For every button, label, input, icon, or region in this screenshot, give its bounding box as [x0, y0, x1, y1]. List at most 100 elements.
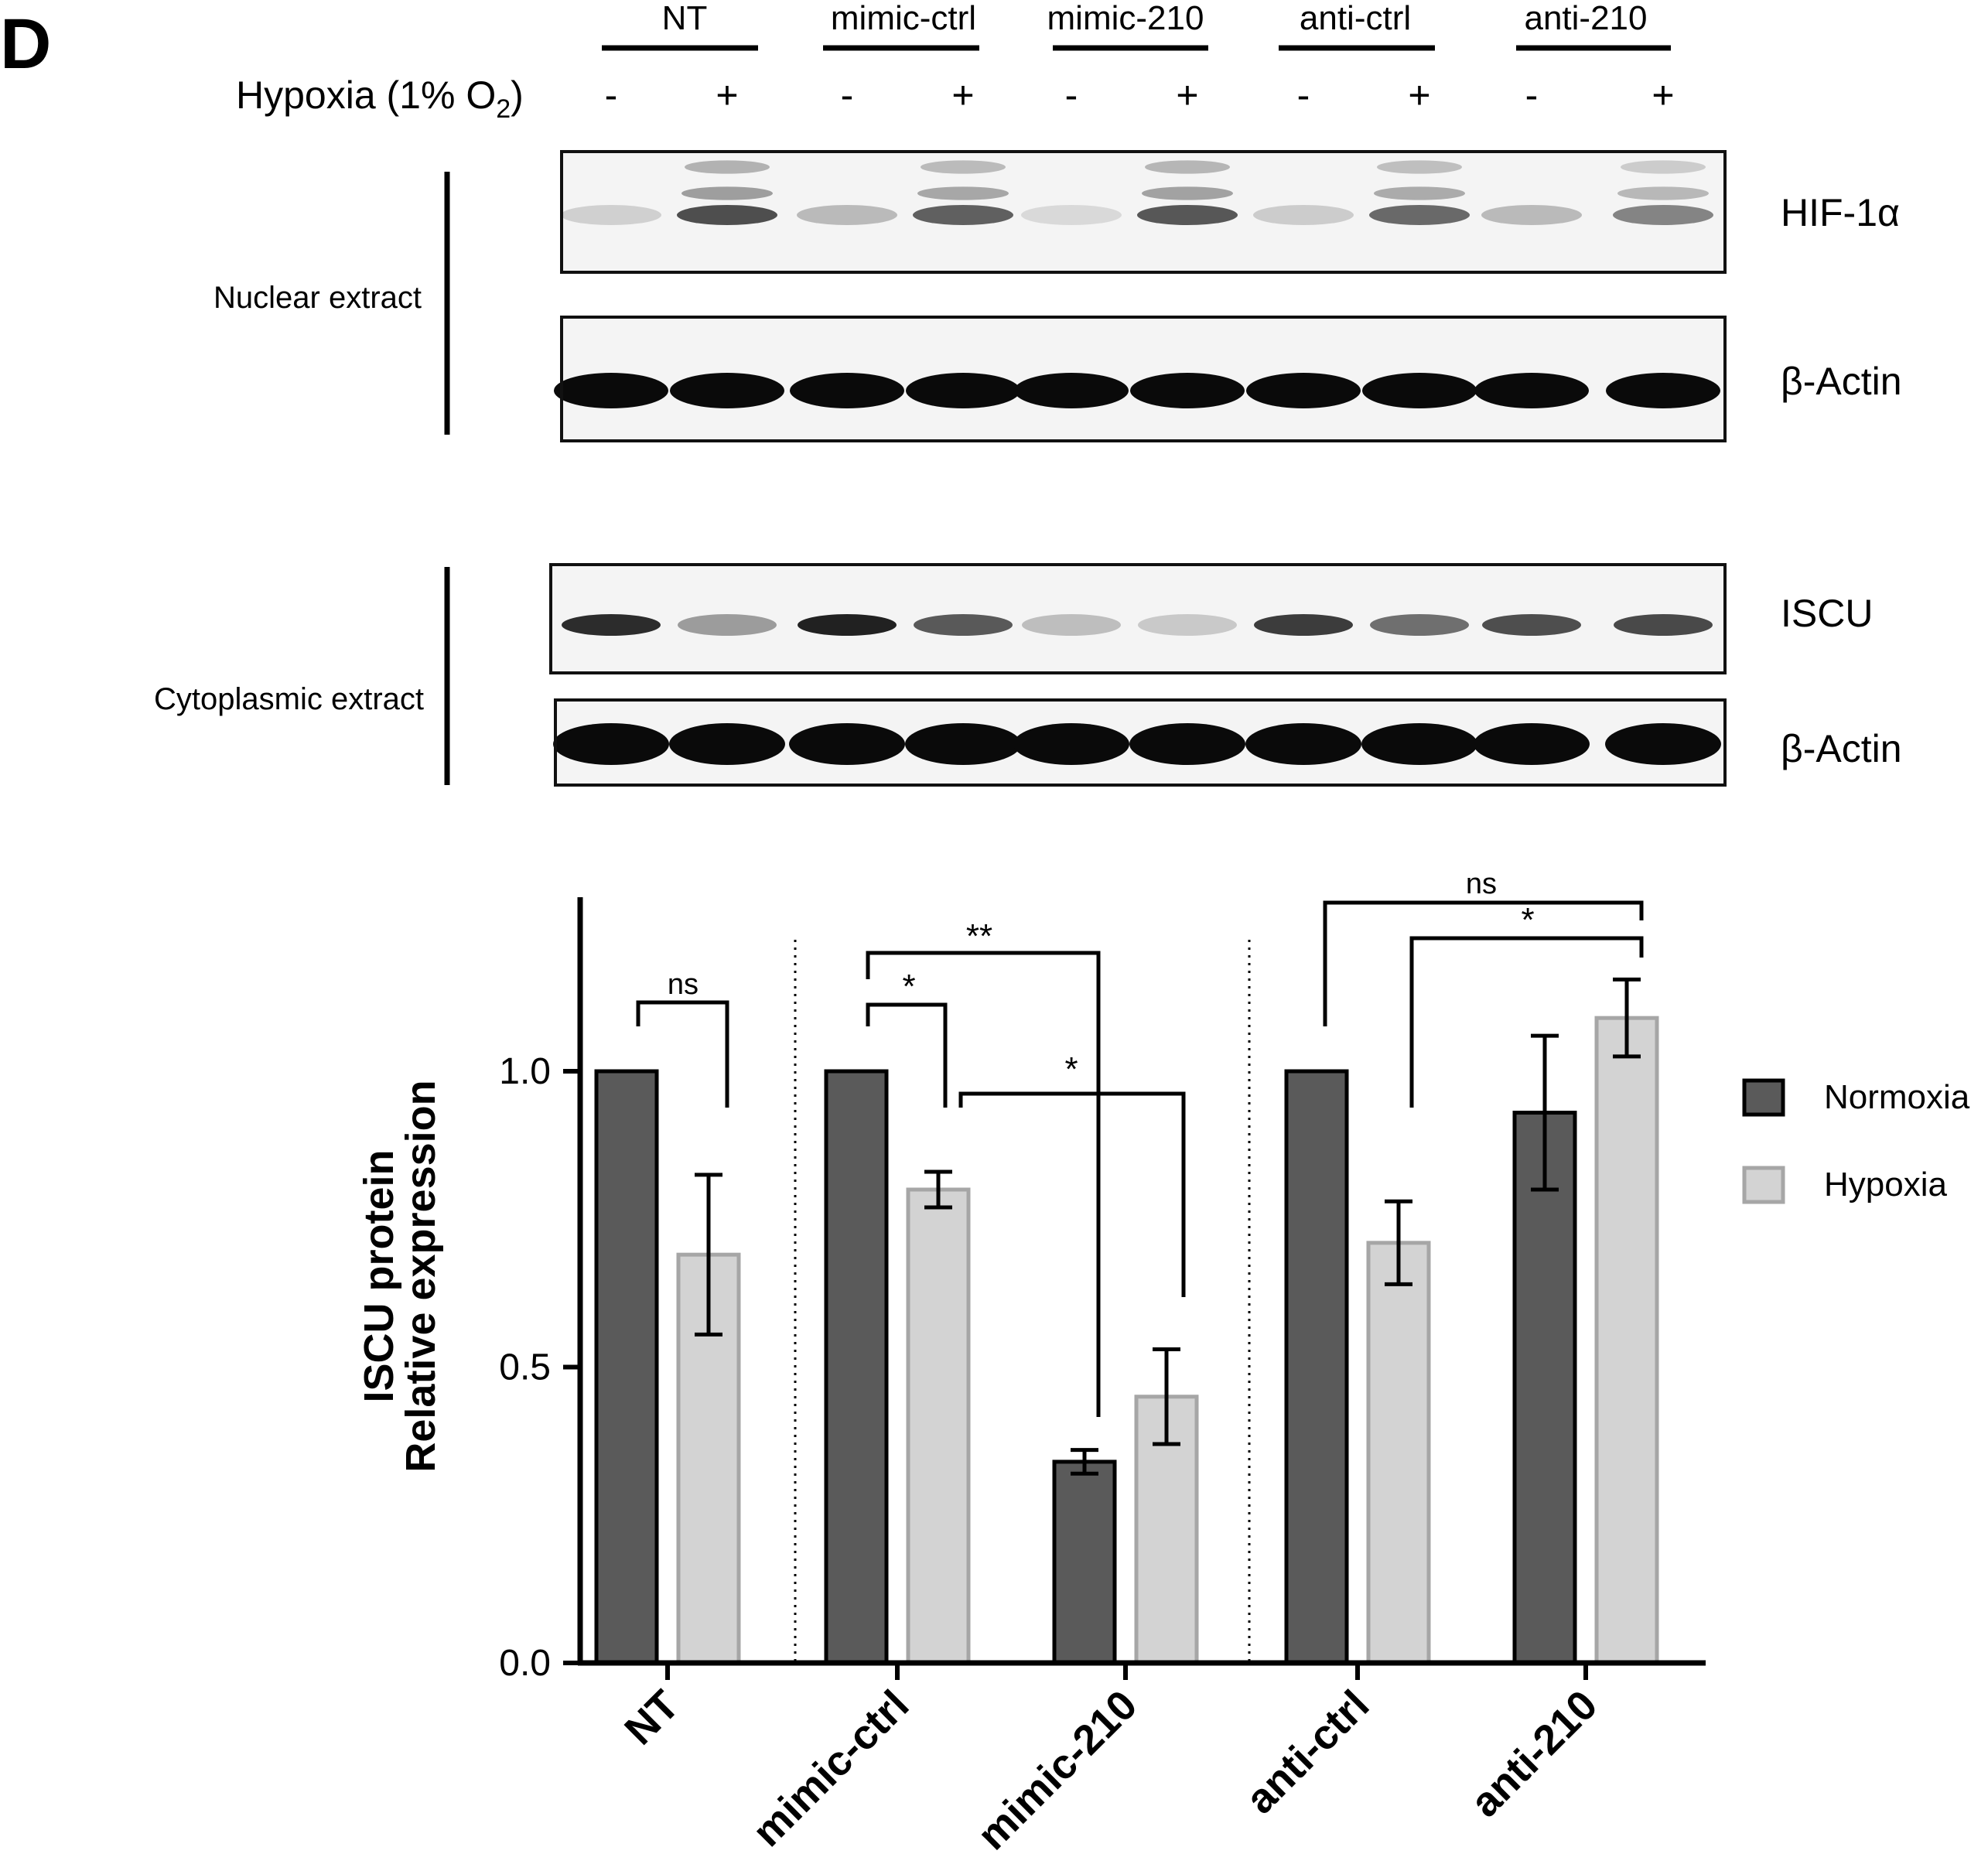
blot-frame [560, 150, 1727, 274]
blot-band [1474, 723, 1590, 765]
lane-signs: - + - + - + - + - + [605, 73, 1675, 117]
blot-band [1613, 205, 1713, 225]
blot-band [790, 373, 904, 408]
x-tick-label: anti-ctrl [1237, 1682, 1378, 1822]
blot-band [670, 373, 784, 408]
blot-group-label-anti-210: anti-210 [1524, 0, 1647, 37]
blot-band [1362, 373, 1477, 408]
y-ticks: 0.0 0.5 1.0 [499, 1051, 580, 1684]
blot-band [1246, 373, 1361, 408]
significance-label: ns [1466, 868, 1497, 900]
blot-band [562, 614, 661, 636]
blot-bands [561, 160, 1713, 225]
blot-band-upper [685, 160, 770, 174]
bar-hypoxia-anti-210 [1594, 1016, 1659, 1665]
blot-group-label-anti-ctrl: anti-ctrl [1300, 0, 1411, 37]
lane-sign: + [1408, 73, 1430, 117]
significance-label: ns [668, 968, 699, 1001]
blot-actin-nuclear [554, 316, 1727, 442]
bar-chart: ISCU protein Relative expression ns ****n… [356, 868, 1970, 1859]
section-label-cytoplasmic: Cytoplasmic extract [154, 682, 424, 716]
y-axis-label-line1: ISCU protein [356, 1149, 402, 1402]
x-tick-label: mimic-ctrl [744, 1682, 918, 1856]
blot-band-upper [1142, 186, 1233, 200]
blot-band [1137, 205, 1238, 225]
significance-label: * [902, 968, 915, 1005]
blot-band [1361, 723, 1477, 765]
blot-band [906, 373, 1020, 408]
blot-group-headers: NT mimic-ctrl mimic-210 anti-ctrl anti-2… [602, 0, 1671, 51]
y-tick-label: 0.0 [499, 1643, 551, 1684]
blot-bands [553, 723, 1721, 765]
blot-band-upper [917, 186, 1009, 200]
blot-band [798, 614, 897, 636]
blot-label-hif1a: HIF-1α [1781, 191, 1900, 234]
x-tick-label: mimic-210 [968, 1682, 1146, 1859]
blot-band [669, 723, 785, 765]
blot-band [1130, 373, 1245, 408]
bars [594, 1016, 1659, 1665]
blot-band-upper [1617, 186, 1709, 200]
blot-band [1245, 723, 1361, 765]
lane-sign: + [716, 73, 738, 117]
blot-band [677, 205, 777, 225]
blot-group-label-nt: NT [662, 0, 708, 37]
lane-sign: + [1652, 73, 1674, 117]
bar-normoxia-nt [594, 1069, 659, 1665]
error-bars [695, 977, 1641, 1476]
significance-label: ** [966, 917, 992, 955]
bar-normoxia-mimic-ctrl [824, 1069, 889, 1665]
significance-bracket [866, 951, 1101, 1417]
blot-band [905, 723, 1021, 765]
lane-sign: - [1065, 73, 1078, 117]
blot-band [1605, 723, 1721, 765]
blot-band [1481, 205, 1582, 225]
lane-sign: + [1176, 73, 1198, 117]
blot-band-upper [921, 160, 1006, 174]
blot-band-upper [1145, 160, 1230, 174]
x-tick-label: NT [616, 1682, 688, 1753]
blot-bands [562, 614, 1713, 636]
bar-normoxia-anti-210 [1512, 1111, 1577, 1665]
significance-bracket [636, 1000, 729, 1108]
blot-band [1013, 723, 1129, 765]
blot-band-upper [1621, 160, 1706, 174]
significance-label: * [1521, 901, 1534, 939]
hypoxia-condition-subscript: 2 [496, 94, 511, 124]
significance-bracket [958, 1091, 1186, 1297]
blot-band [553, 723, 669, 765]
bar-hypoxia-mimic-ctrl [906, 1187, 971, 1665]
blot-band [1129, 723, 1245, 765]
hypoxia-condition-text: Hypoxia (1% O [236, 73, 496, 117]
significance-label: * [1064, 1050, 1078, 1088]
blot-band [554, 373, 668, 408]
significance-bracket [1409, 936, 1644, 1108]
blot-frame [554, 698, 1727, 787]
blot-band-upper [1374, 186, 1465, 200]
legend-label-hypoxia: Hypoxia [1824, 1166, 1947, 1204]
blot-frame [549, 563, 1727, 674]
lane-sign: - [1525, 73, 1539, 117]
lane-sign: - [841, 73, 854, 117]
blot-group-label-mimic-210: mimic-210 [1047, 0, 1204, 37]
bar-normoxia-mimic-210 [1052, 1460, 1117, 1665]
blot-band [1370, 614, 1469, 636]
bar-normoxia-anti-ctrl [1284, 1069, 1349, 1665]
blot-label-iscu: ISCU [1781, 592, 1873, 635]
blot-band [1138, 614, 1237, 636]
x-ticks: NT mimic-ctrl mimic-210 anti-ctrl anti-210 [616, 1663, 1606, 1859]
blot-band [1606, 373, 1720, 408]
blot-band [678, 614, 777, 636]
blot-band [913, 205, 1013, 225]
blot-iscu [549, 563, 1727, 674]
hypoxia-condition-label: Hypoxia (1% O2) [236, 73, 524, 124]
blot-band [1253, 205, 1354, 225]
axes [577, 897, 1706, 1666]
blot-band [561, 205, 661, 225]
y-tick-label: 1.0 [499, 1051, 551, 1092]
y-tick-label: 0.5 [499, 1347, 551, 1388]
blot-label-actin-nuclear: β-Actin [1781, 360, 1902, 403]
bar-hypoxia-anti-ctrl [1366, 1241, 1431, 1665]
blot-band [914, 614, 1013, 636]
blot-band [1614, 614, 1713, 636]
